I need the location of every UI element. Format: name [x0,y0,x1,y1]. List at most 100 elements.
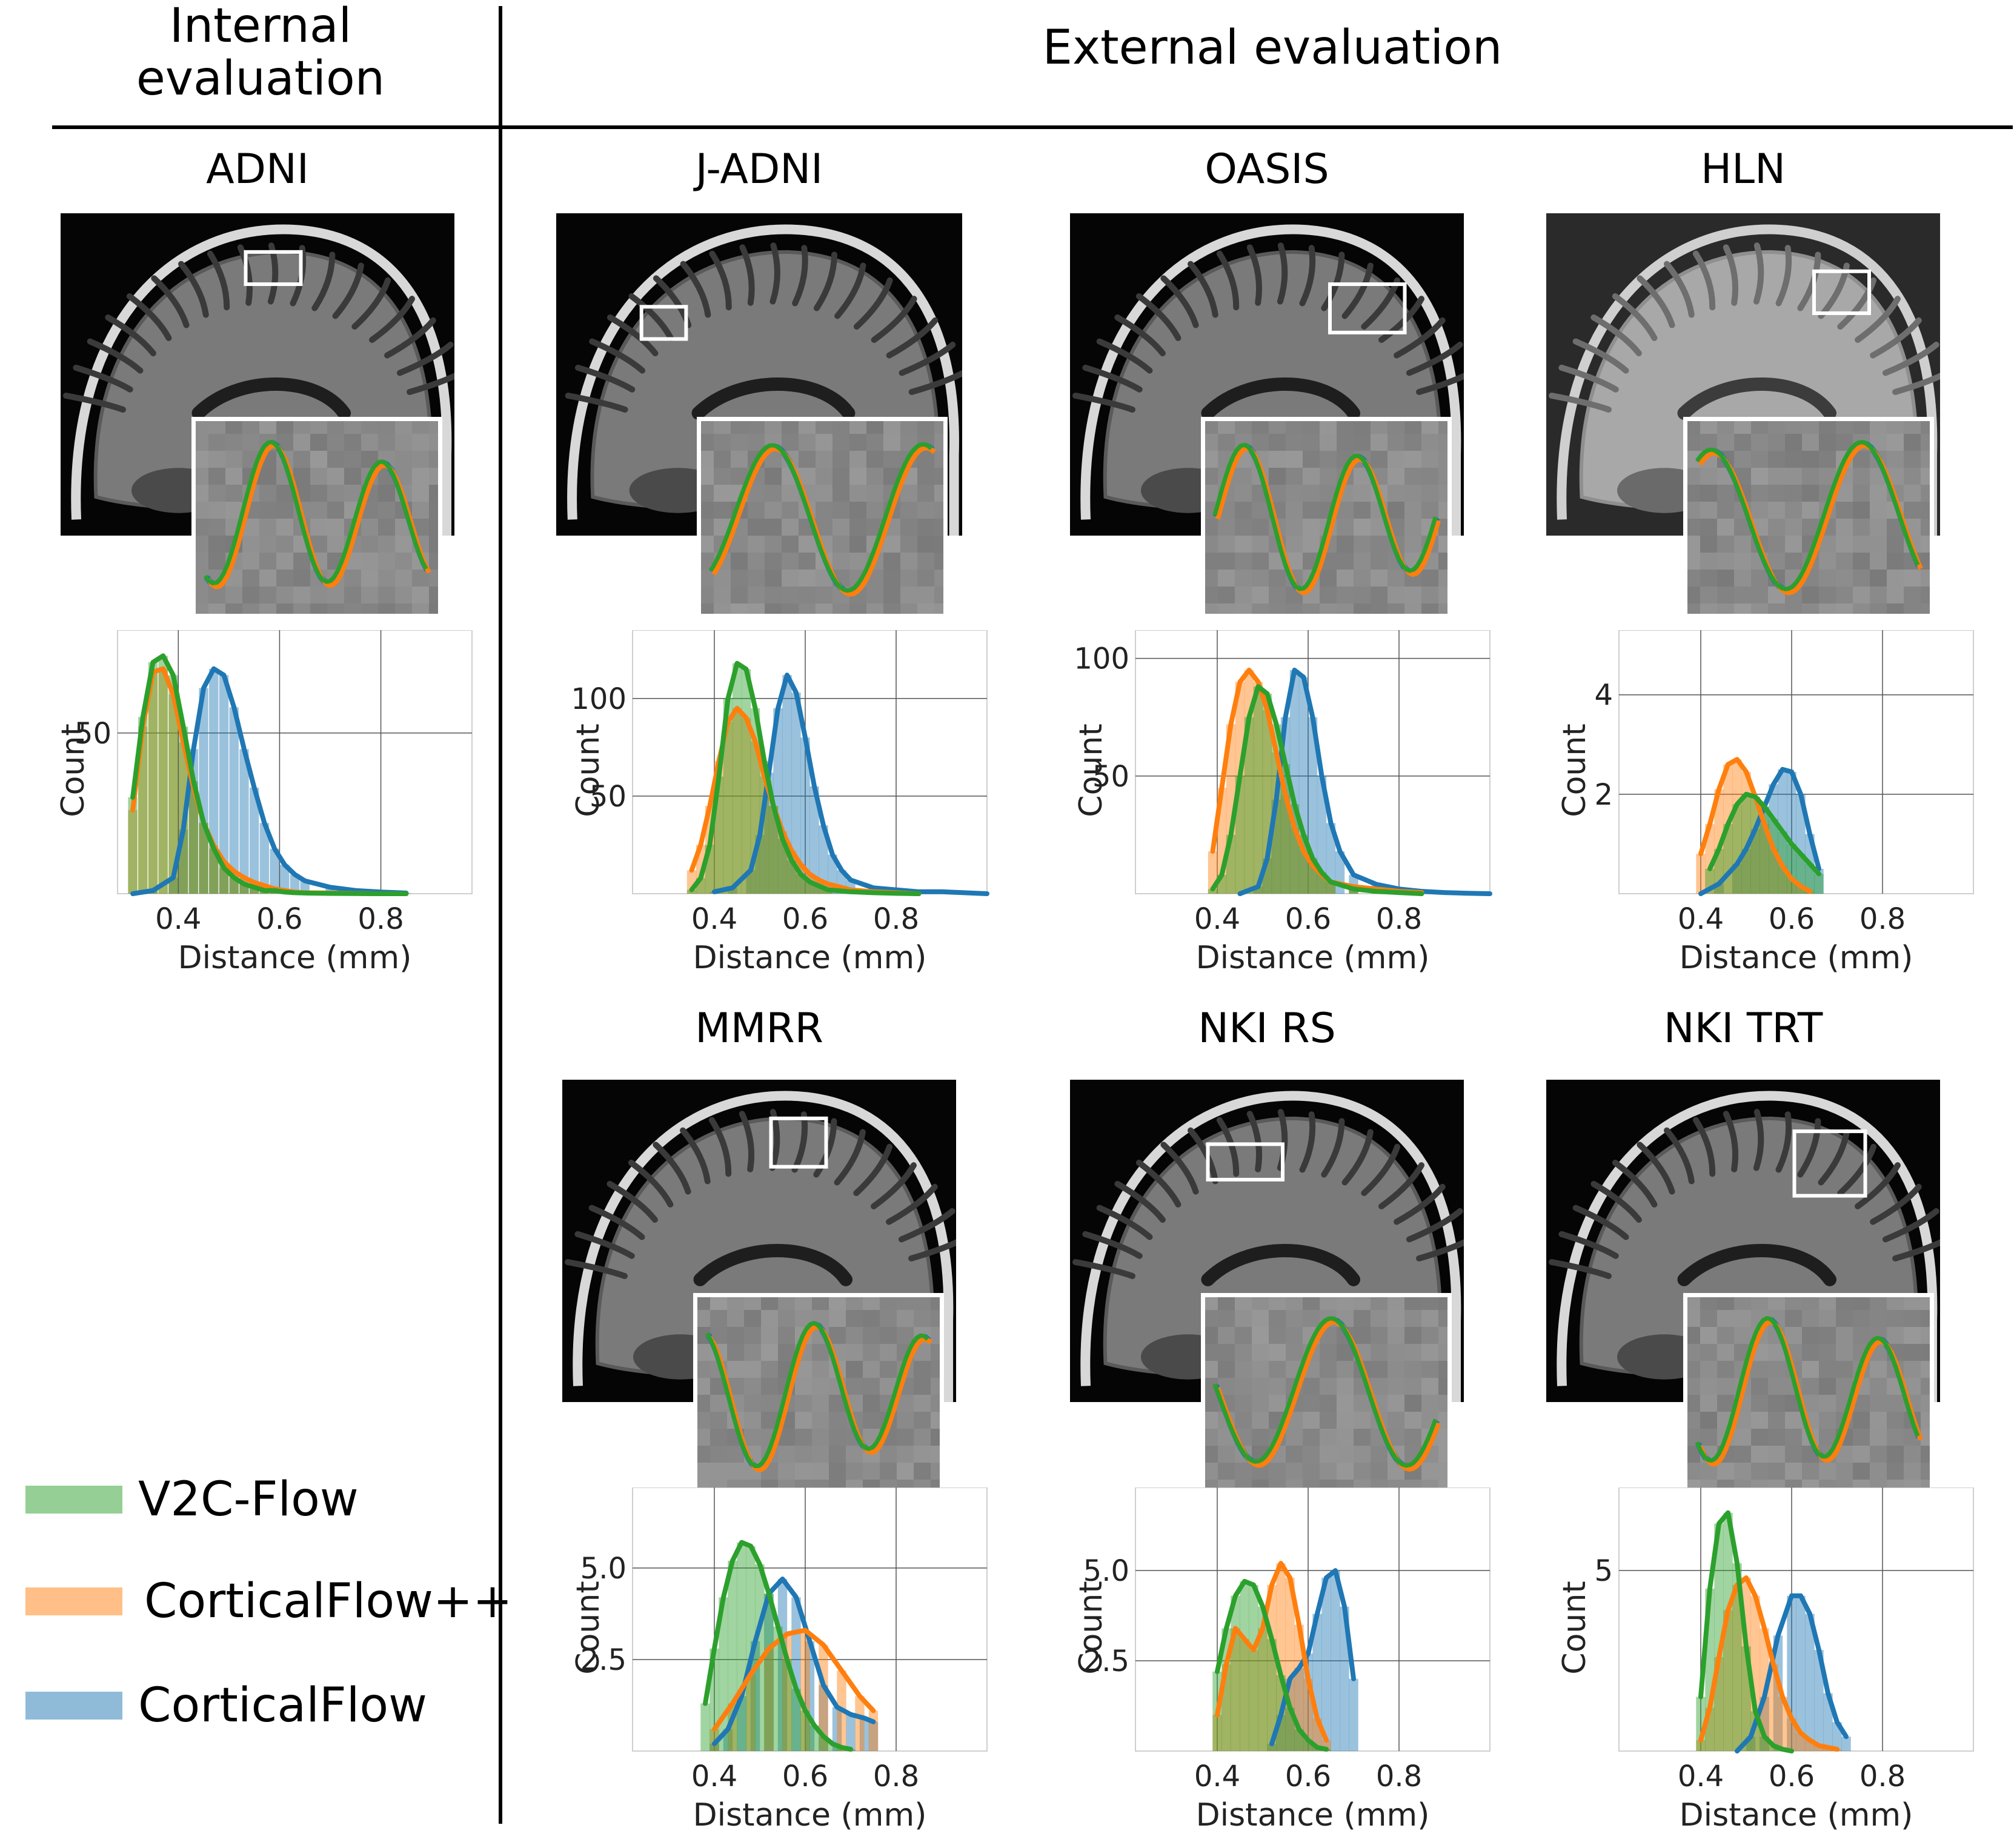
external-evaluation-header: External evaluation [909,22,1636,75]
column-divider-line [499,6,502,1824]
legend-item-corticalflow: CorticalFlow [25,1678,427,1733]
header-divider-line [52,125,2013,129]
histogram-chart: 0.4 0.6 0.8 5 Distance (mm) Count [1546,1487,1977,1848]
bar-v2c-flow [159,656,168,894]
bar-corticalflow-pp [1696,854,1705,894]
x-tick-label: 0.4 [1678,902,1724,936]
x-tick-label: 0.6 [782,1760,828,1793]
x-tick-label: 0.4 [1678,1760,1724,1793]
panel-title-adni: ADNI [112,145,403,200]
internal-evaluation-header: Internal evaluation [91,0,430,106]
bar-v2c-flow [1231,1596,1240,1751]
x-tick-label: 0.8 [1376,902,1422,936]
bar-v2c-flow [1787,844,1796,894]
x-tick-label: 0.8 [1859,1760,1906,1793]
y-axis-label: Count [1557,1581,1593,1674]
legend-label-corticalflow-pp: CorticalFlow++ [144,1574,513,1629]
zoom-tissue [1683,1293,1934,1494]
bar-corticalflow [1321,1578,1331,1751]
x-tick-label: 0.6 [1769,902,1815,936]
x-axis-label: Distance (mm) [1196,940,1430,976]
x-tick-label: 0.4 [155,902,201,936]
bar-v2c-flow [737,1543,746,1751]
y-tick-label: 100 [1074,642,1129,676]
bar-corticalflow [1331,1570,1340,1751]
zoom-inset-mmrr [693,1293,944,1494]
panel-title-nki-trt: NKI TRT [1598,1005,1889,1059]
panel-title-mmrr: MMRR [614,1005,905,1059]
x-tick-label: 0.6 [782,902,828,936]
legend-item-v2c-flow: V2C-Flow [25,1472,359,1527]
x-tick-label: 0.8 [1376,1760,1422,1793]
y-axis-label: Count [1073,723,1109,817]
y-axis-label: Count [1073,1581,1109,1674]
legend-swatch-corticalflow [25,1692,122,1720]
bar-v2c-flow [1240,1581,1249,1751]
zoom-tissue [191,417,442,618]
x-tick-label: 0.8 [873,902,919,936]
zoom-inset-nki-rs [1201,1293,1452,1494]
legend-label-v2c-flow: V2C-Flow [138,1472,359,1527]
x-axis-label: Distance (mm) [178,940,412,976]
bar-v2c-flow [1249,1585,1258,1751]
bar-corticalflow [1349,1679,1358,1751]
bar-corticalflow-pp [869,1711,878,1751]
x-tick-label: 0.6 [256,902,302,936]
chart-hln: 0.4 0.6 0.8 2 4 Distance (mm) Count [1546,630,1977,991]
y-tick-label: 2 [1594,778,1613,812]
x-axis-label: Distance (mm) [693,940,927,976]
y-axis-label: Count [570,1581,607,1674]
bar-v2c-flow [733,663,742,894]
x-axis-label: Distance (mm) [1680,1797,1913,1833]
bar-corticalflow-pp [855,1696,864,1751]
panel-title-oasis: OASIS [1122,145,1412,200]
zoom-inset-hln [1683,417,1934,618]
y-tick-label: 100 [571,682,626,716]
y-axis-label: Count [55,723,91,817]
y-tick-label: 4 [1594,679,1613,713]
x-axis-label: Distance (mm) [693,1797,927,1833]
legend-swatch-corticalflow-pp [25,1587,122,1615]
x-tick-label: 0.6 [1769,1760,1815,1793]
legend-label-corticalflow: CorticalFlow [138,1678,427,1733]
bar-v2c-flow [742,669,751,894]
panel-title-hln: HLN [1598,145,1889,200]
panel-title-j-adni: J-ADNI [614,145,905,200]
zoom-inset-nki-trt [1683,1293,1934,1494]
histogram-chart: 0.4 0.6 0.8 2 4 Distance (mm) Count [1546,630,1977,991]
x-tick-label: 0.8 [357,902,404,936]
bar-v2c-flow [764,1594,773,1751]
x-tick-label: 0.6 [1285,1760,1331,1793]
y-axis-label: Count [1557,723,1593,817]
x-tick-label: 0.4 [1194,1760,1240,1793]
x-axis-label: Distance (mm) [1680,940,1913,976]
zoom-tissue [1683,417,1934,618]
x-tick-label: 0.4 [1194,902,1240,936]
x-tick-label: 0.4 [691,902,737,936]
zoom-inset-j-adni [697,417,948,618]
x-tick-label: 0.8 [1859,902,1906,936]
y-tick-label: 5 [1594,1554,1613,1588]
y-tick-label: 5.0 [580,1552,626,1586]
x-tick-label: 0.8 [873,1760,919,1793]
x-axis-label: Distance (mm) [1196,1797,1430,1833]
panel-title-nki-rs: NKI RS [1122,1005,1412,1059]
bar-v2c-flow [700,1703,710,1751]
chart-nki-trt: 0.4 0.6 0.8 5 Distance (mm) Count [1546,1487,1977,1848]
bar-v2c-flow [1732,804,1741,894]
x-tick-label: 0.6 [1285,902,1331,936]
zoom-inset-adni [191,417,442,618]
y-axis-label: Count [570,723,607,817]
legend-item-corticalflow-pp: CorticalFlow++ [25,1574,513,1629]
legend-swatch-v2c-flow [25,1486,122,1514]
x-tick-label: 0.4 [691,1760,737,1793]
